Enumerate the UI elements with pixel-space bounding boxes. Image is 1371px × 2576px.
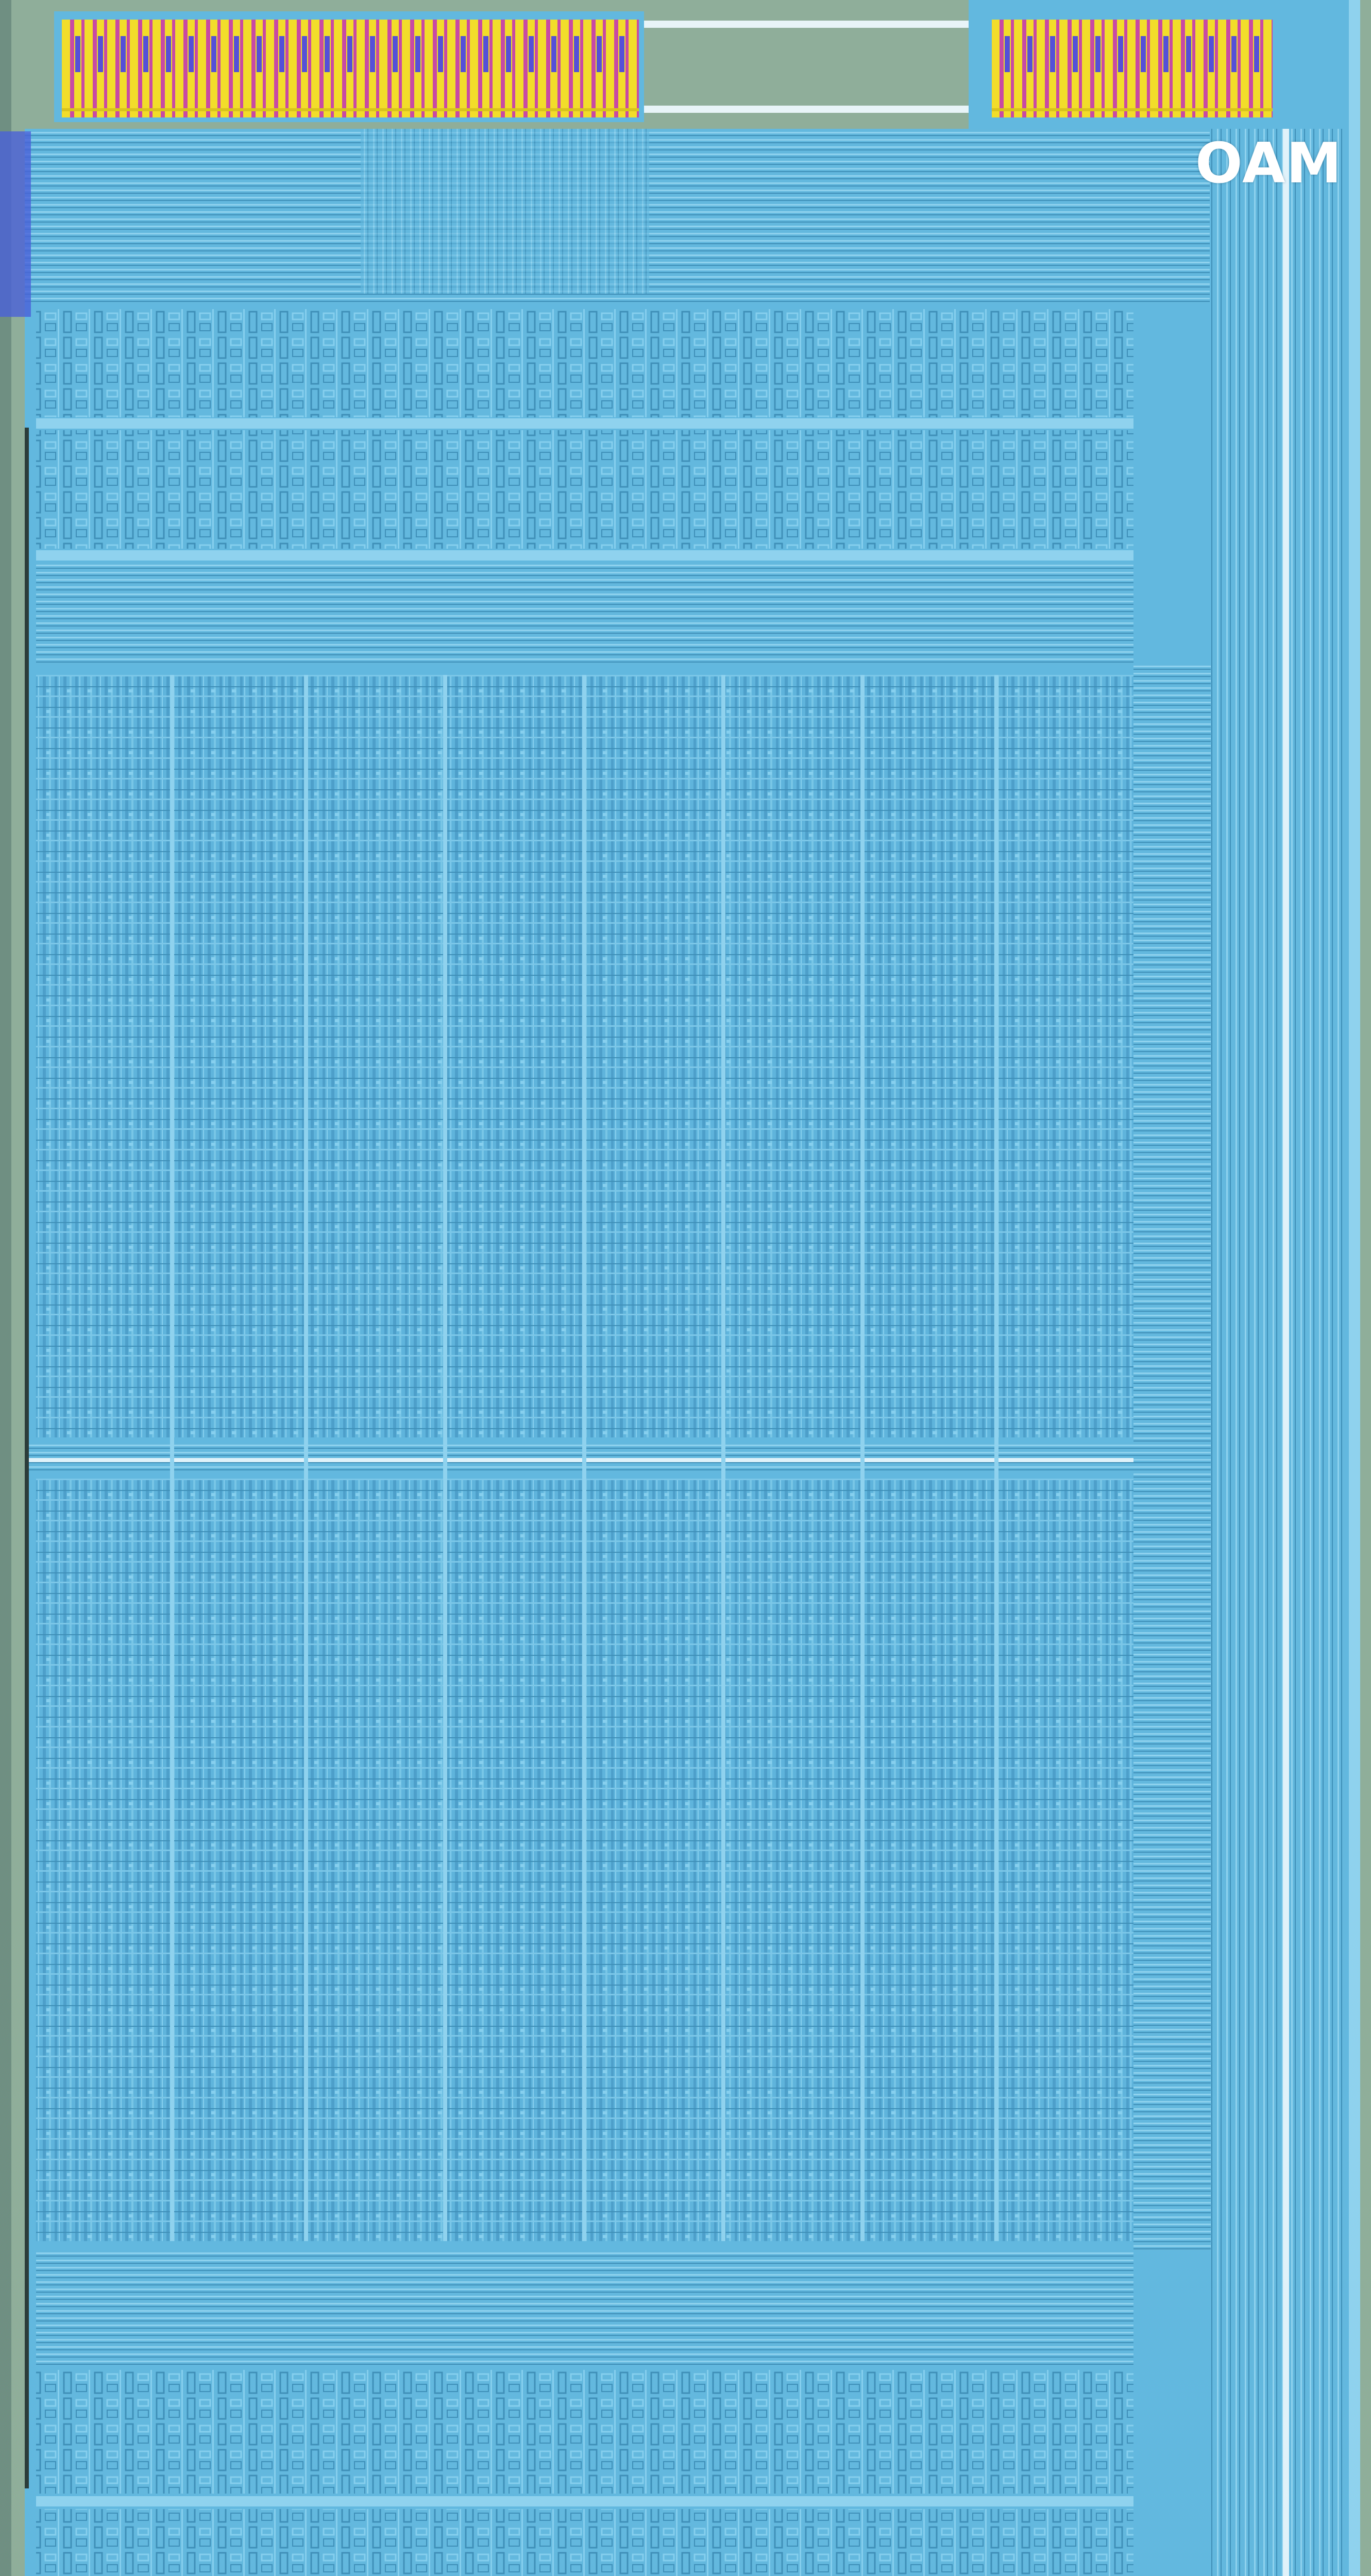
bus-row-1 <box>36 418 1133 429</box>
row-decoder <box>1133 665 1211 2251</box>
bonding-pads-left <box>62 20 639 117</box>
right-edge-bus <box>1349 0 1360 2576</box>
logic-row-5 <box>36 2370 1133 2494</box>
bus-fill <box>644 28 969 106</box>
right-bus-light <box>1283 129 1289 2576</box>
left-rail <box>25 428 29 2488</box>
logic-row-4 <box>36 2251 1133 2365</box>
vertical-routing-top <box>361 129 649 294</box>
white-bus-top-2 <box>644 106 969 113</box>
bus-row-5 <box>36 2496 1133 2506</box>
block-label: OAM <box>1195 131 1343 196</box>
bonding-pads-right <box>992 20 1273 117</box>
logic-row-6 <box>36 2509 1133 2576</box>
substrate-edge <box>0 0 11 2576</box>
white-bus-top <box>644 21 969 28</box>
mid-bus-light <box>25 1458 1158 1462</box>
array-column-dividers <box>170 675 998 2241</box>
bus-row-2 <box>36 550 1133 561</box>
logic-row-3 <box>36 562 1133 665</box>
right-routing <box>1211 129 1345 2576</box>
logic-row-1 <box>36 309 1133 417</box>
left-contacts-top <box>0 131 31 317</box>
logic-row-2 <box>36 430 1133 549</box>
